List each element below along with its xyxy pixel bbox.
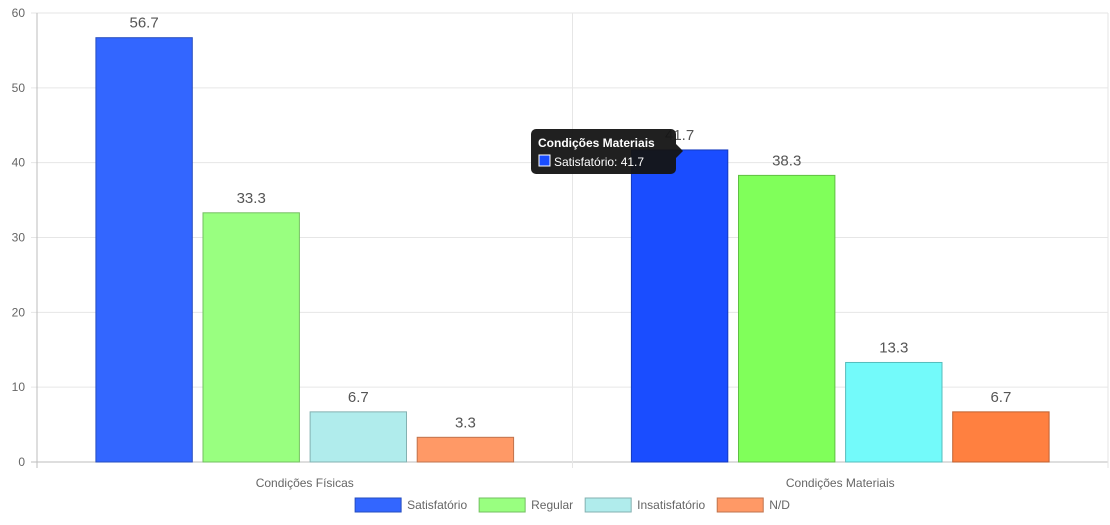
bar-regular-condicoes-fisicas[interactable] [202, 212, 300, 463]
x-tick-label: Condições Materiais [786, 476, 895, 490]
tooltip-title: Condições Materiais [538, 136, 655, 150]
legend-swatch-insatisfatorio[interactable] [584, 497, 632, 513]
legend-label-satisfatorio[interactable]: Satisfatório [407, 498, 467, 512]
bar-satisfatorio-condicoes-materiais[interactable] [630, 149, 729, 463]
bar-insatisfatorio-condicoes-fisicas[interactable] [309, 411, 407, 463]
data-label: 38.3 [772, 152, 801, 169]
y-tick-label: 40 [12, 156, 26, 170]
tooltip-box [531, 129, 676, 174]
x-tick-label: Condições Físicas [256, 476, 354, 490]
y-axis: 0 10 20 30 40 50 60 [12, 6, 26, 469]
tooltip-swatch [538, 154, 551, 167]
data-label: 56.7 [129, 15, 158, 32]
legend-label-insatisfatorio[interactable]: Insatisfatório [637, 498, 705, 512]
legend-label-n-d[interactable]: N/D [769, 498, 790, 512]
y-tick-label: 20 [12, 305, 26, 319]
tooltip-caret [676, 144, 683, 158]
data-label: 6.7 [348, 389, 369, 406]
y-tick-label: 10 [12, 380, 26, 394]
data-labels: 56.733.36.73.341.738.313.36.7 [129, 15, 1011, 432]
y-tick-label: 0 [18, 455, 25, 469]
data-label: 6.7 [990, 389, 1011, 406]
y-tick-label: 50 [12, 81, 26, 95]
tooltip: Condições Materiais Satisfatório: 41.7 [531, 129, 683, 174]
data-label: 3.3 [455, 414, 476, 431]
bar-insatisfatorio-condicoes-materiais[interactable] [845, 361, 943, 463]
legend: Satisfatório Regular Insatisfatório N/D [354, 497, 790, 513]
bar-n-d-condicoes-materiais[interactable] [952, 411, 1050, 463]
data-label: 13.3 [879, 339, 908, 356]
x-axis: Condições Físicas Condições Materiais [256, 476, 895, 490]
tooltip-label: Satisfatório: 41.7 [554, 155, 644, 169]
legend-swatch-satisfatorio[interactable] [354, 497, 402, 513]
bars [95, 37, 1050, 463]
data-label: 33.3 [237, 190, 266, 207]
y-tick-label: 30 [12, 231, 26, 245]
y-tick-label: 60 [12, 6, 26, 20]
legend-swatch-n-d[interactable] [716, 497, 764, 513]
bar-regular-condicoes-materiais[interactable] [738, 174, 836, 463]
bar-satisfatorio-condicoes-fisicas[interactable] [95, 37, 193, 463]
legend-swatch-regular[interactable] [478, 497, 526, 513]
bar-n-d-condicoes-fisicas[interactable] [416, 436, 515, 463]
legend-label-regular[interactable]: Regular [531, 498, 573, 512]
